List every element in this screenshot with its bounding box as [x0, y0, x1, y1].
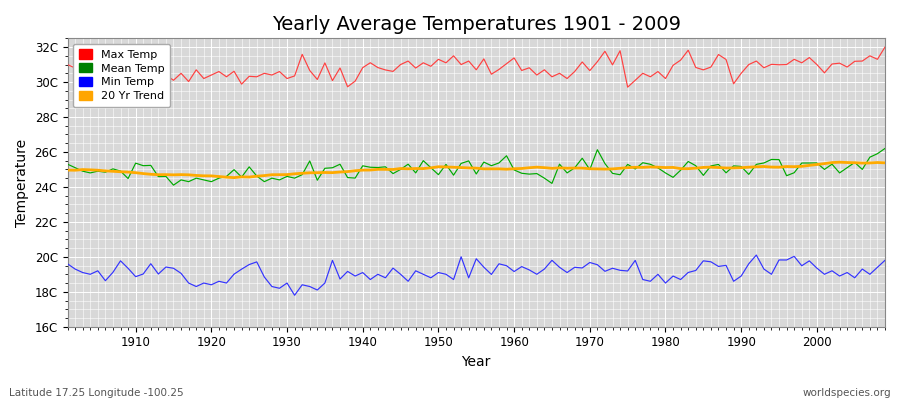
Text: worldspecies.org: worldspecies.org — [803, 388, 891, 398]
Y-axis label: Temperature: Temperature — [15, 138, 29, 226]
Legend: Max Temp, Mean Temp, Min Temp, 20 Yr Trend: Max Temp, Mean Temp, Min Temp, 20 Yr Tre… — [73, 44, 170, 107]
Text: Latitude 17.25 Longitude -100.25: Latitude 17.25 Longitude -100.25 — [9, 388, 184, 398]
X-axis label: Year: Year — [462, 355, 491, 369]
Title: Yearly Average Temperatures 1901 - 2009: Yearly Average Temperatures 1901 - 2009 — [272, 15, 680, 34]
